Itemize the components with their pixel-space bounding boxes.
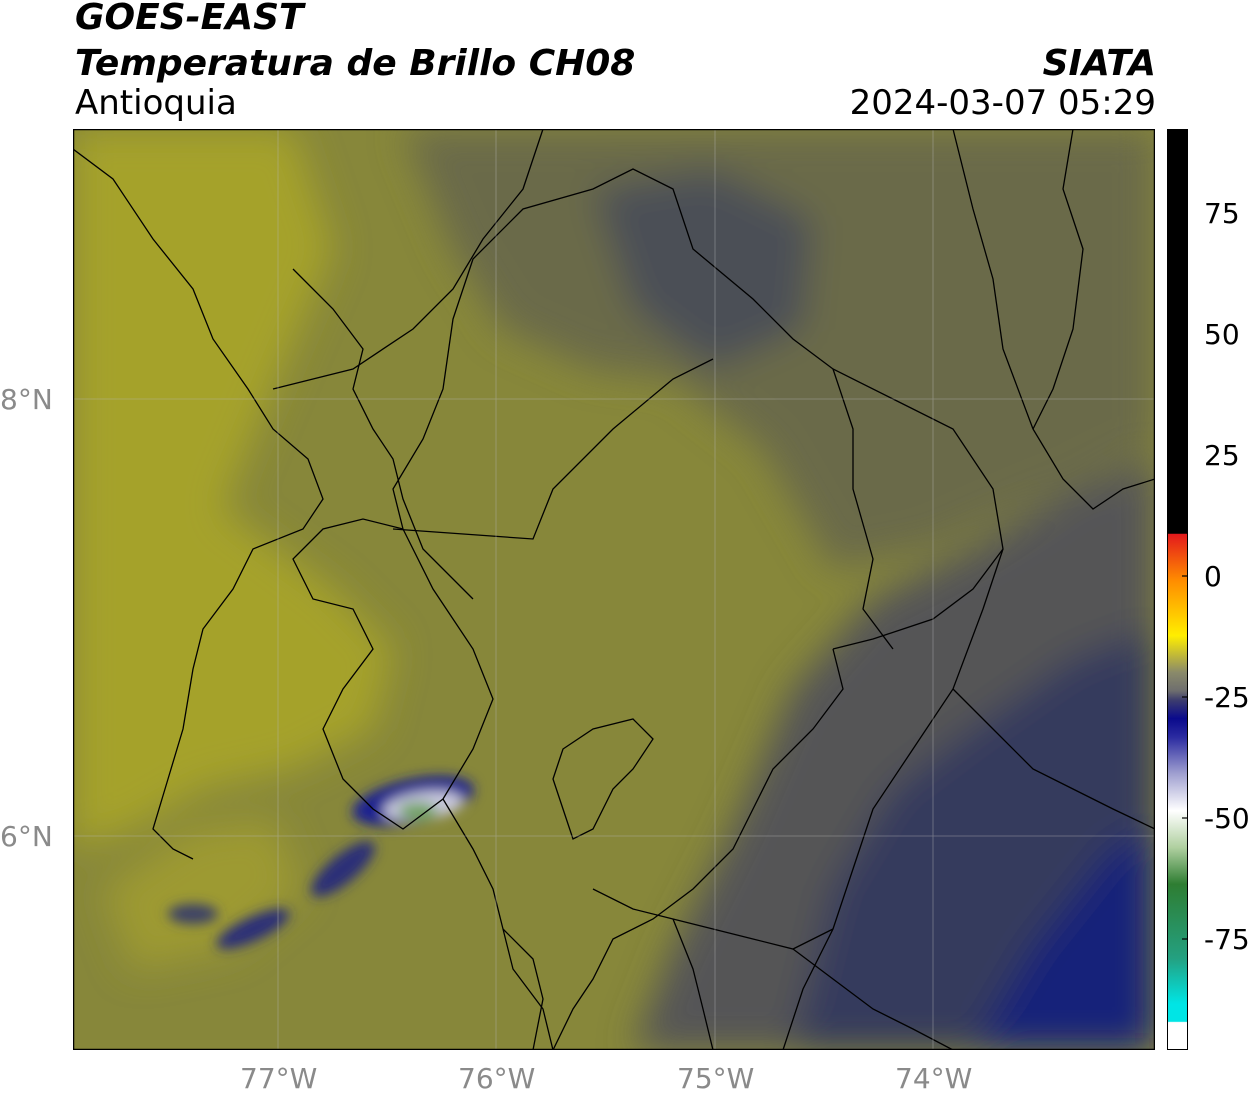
slate-northcenter xyxy=(593,169,813,369)
cb-label-75: 75 xyxy=(1204,197,1240,230)
title-satellite: GOES-EAST xyxy=(75,0,304,38)
cb-label-50: 50 xyxy=(1204,318,1240,351)
dark-olive-north xyxy=(403,129,1155,569)
title-product: Temperatura de Brillo CH08 xyxy=(75,43,636,84)
navy-southeast xyxy=(973,829,1155,1050)
colorbar-fill xyxy=(1167,129,1188,1050)
lat-label-6n: 6°N xyxy=(0,820,53,853)
coastline-uraba xyxy=(292,268,474,600)
brightness-temperature-map xyxy=(73,129,1155,1050)
boundary-antioquia-north xyxy=(392,168,1004,650)
colorbar-frame xyxy=(1167,129,1188,1050)
lon-label-74w: 74°W xyxy=(895,1062,973,1095)
coastline-gulf xyxy=(73,148,324,860)
storm-cell-core xyxy=(398,802,438,820)
yellow-west xyxy=(73,129,393,849)
cb-label-minus50: -50 xyxy=(1204,802,1250,835)
map-frame xyxy=(73,129,1155,1050)
boundary-inner-1 xyxy=(392,358,714,540)
boundary-northeast xyxy=(1032,129,1084,430)
boundary-antioquia-east xyxy=(552,648,844,1050)
cb-label-minus75: -75 xyxy=(1204,923,1250,956)
boundary-antioquia-west xyxy=(292,518,494,830)
cb-label-25: 25 xyxy=(1204,439,1240,472)
storm-cell-sw2 xyxy=(168,904,218,924)
boundary-south-3 xyxy=(502,928,544,1050)
boundary-south-2 xyxy=(672,918,714,1050)
lon-label-75w: 75°W xyxy=(677,1062,755,1095)
datetime-label: 2024-03-07 05:29 xyxy=(849,83,1156,123)
boundary-east-3 xyxy=(952,688,1155,830)
cb-label-0: 0 xyxy=(1204,560,1222,593)
cb-label-minus25: -25 xyxy=(1204,681,1250,714)
coastline-north xyxy=(272,129,544,390)
lon-label-77w: 77°W xyxy=(240,1062,318,1095)
organization-label: SIATA xyxy=(1042,43,1156,84)
colorbar xyxy=(1167,129,1188,1050)
boundary-east-2 xyxy=(782,548,1004,1050)
boundary-enclave xyxy=(552,718,654,840)
storm-cell-sw xyxy=(216,908,290,950)
region-label: Antioquia xyxy=(75,83,237,123)
lon-label-76w: 76°W xyxy=(458,1062,536,1095)
boundary-south-4 xyxy=(792,948,954,1050)
boundary-inner-2 xyxy=(832,368,894,650)
lat-label-8n: 8°N xyxy=(0,383,53,416)
storm-cell-tail xyxy=(311,841,375,897)
